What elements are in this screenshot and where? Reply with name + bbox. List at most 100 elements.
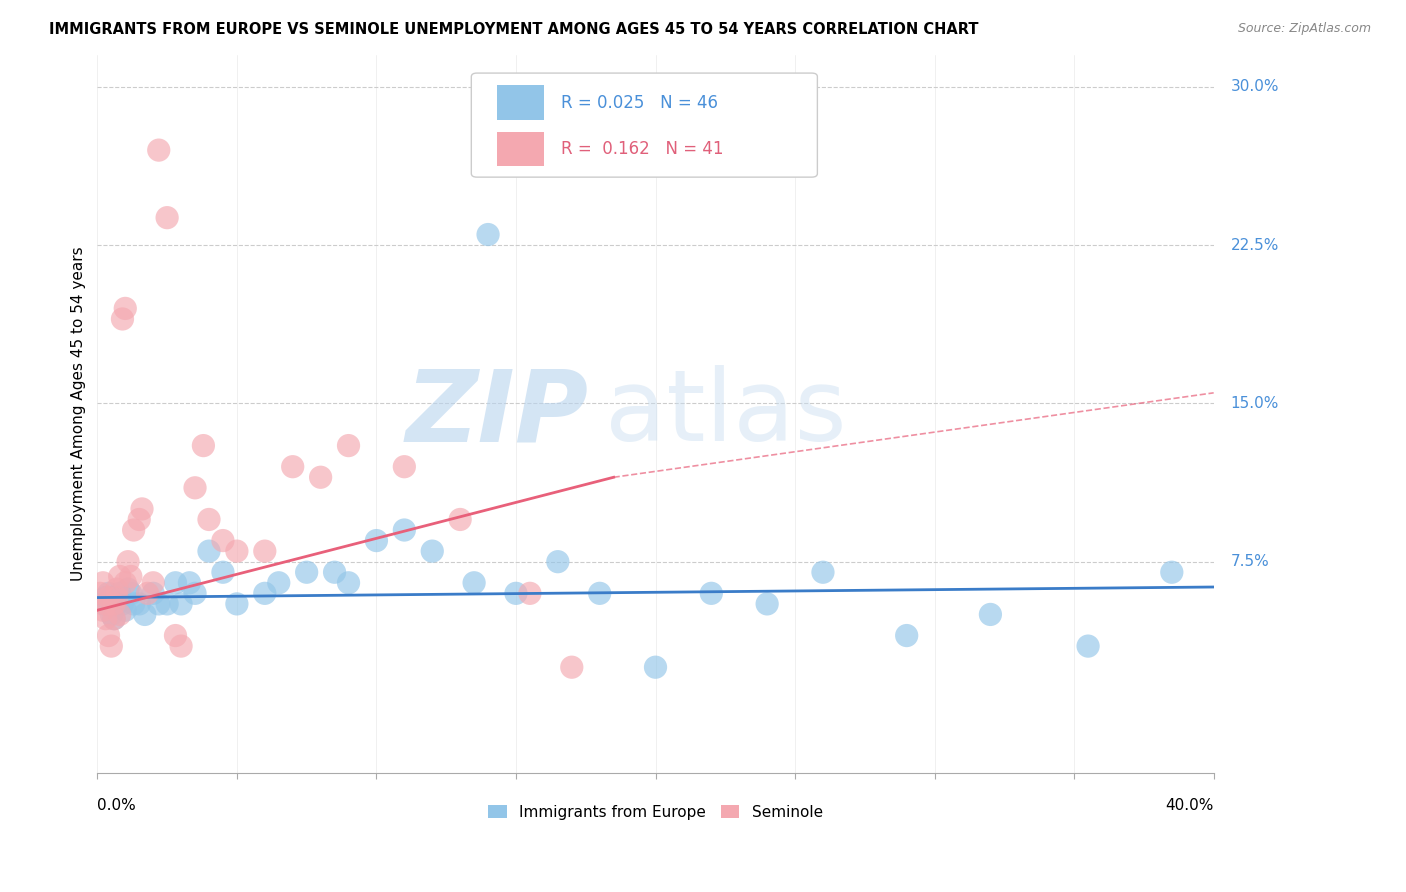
Text: Source: ZipAtlas.com: Source: ZipAtlas.com bbox=[1237, 22, 1371, 36]
Text: 0.0%: 0.0% bbox=[97, 798, 136, 814]
Text: 15.0%: 15.0% bbox=[1230, 396, 1279, 411]
Point bbox=[1077, 639, 1099, 653]
Point bbox=[212, 566, 235, 580]
Text: 30.0%: 30.0% bbox=[1230, 79, 1279, 95]
Point bbox=[156, 597, 179, 611]
Point bbox=[117, 582, 139, 596]
Point bbox=[337, 575, 360, 590]
Text: atlas: atlas bbox=[605, 366, 846, 462]
Point bbox=[120, 569, 142, 583]
Point bbox=[170, 639, 193, 653]
Point bbox=[519, 586, 541, 600]
Point bbox=[103, 612, 125, 626]
Point bbox=[100, 639, 122, 653]
Point bbox=[309, 470, 332, 484]
Point bbox=[198, 512, 221, 526]
Point bbox=[108, 569, 131, 583]
Point bbox=[122, 597, 145, 611]
Point bbox=[477, 227, 499, 242]
Point bbox=[131, 502, 153, 516]
Text: R = 0.025   N = 46: R = 0.025 N = 46 bbox=[561, 94, 717, 112]
Point bbox=[295, 566, 318, 580]
Point bbox=[142, 575, 165, 590]
Point bbox=[547, 555, 569, 569]
Point bbox=[94, 591, 117, 605]
Point bbox=[117, 555, 139, 569]
Point bbox=[193, 439, 215, 453]
Point bbox=[105, 582, 128, 596]
Point bbox=[94, 612, 117, 626]
Point bbox=[756, 597, 779, 611]
Point bbox=[97, 628, 120, 642]
Point bbox=[128, 512, 150, 526]
Point bbox=[589, 586, 612, 600]
Point bbox=[253, 544, 276, 558]
Point bbox=[91, 597, 114, 611]
Point bbox=[148, 597, 170, 611]
Point bbox=[323, 566, 346, 580]
Point bbox=[225, 544, 247, 558]
Point bbox=[103, 597, 125, 611]
Point bbox=[111, 312, 134, 326]
Point bbox=[337, 439, 360, 453]
Text: ZIP: ZIP bbox=[405, 366, 589, 462]
Point bbox=[449, 512, 471, 526]
Point bbox=[97, 586, 120, 600]
Point bbox=[366, 533, 388, 548]
Point bbox=[103, 612, 125, 626]
Point bbox=[148, 143, 170, 157]
Point bbox=[700, 586, 723, 600]
Point bbox=[225, 597, 247, 611]
Point bbox=[142, 586, 165, 600]
Point bbox=[100, 591, 122, 605]
Point bbox=[114, 603, 136, 617]
Point bbox=[114, 301, 136, 316]
Point bbox=[156, 211, 179, 225]
Bar bbox=[496, 132, 544, 167]
Point bbox=[267, 575, 290, 590]
Point bbox=[122, 523, 145, 537]
Point bbox=[212, 533, 235, 548]
Point bbox=[179, 575, 201, 590]
Text: R =  0.162   N = 41: R = 0.162 N = 41 bbox=[561, 140, 723, 158]
Point bbox=[1160, 566, 1182, 580]
Point bbox=[463, 575, 485, 590]
Point bbox=[394, 523, 416, 537]
Y-axis label: Unemployment Among Ages 45 to 54 years: Unemployment Among Ages 45 to 54 years bbox=[72, 246, 86, 582]
Text: 40.0%: 40.0% bbox=[1166, 798, 1213, 814]
Point bbox=[111, 597, 134, 611]
Text: IMMIGRANTS FROM EUROPE VS SEMINOLE UNEMPLOYMENT AMONG AGES 45 TO 54 YEARS CORREL: IMMIGRANTS FROM EUROPE VS SEMINOLE UNEMP… bbox=[49, 22, 979, 37]
Legend: Immigrants from Europe, Seminole: Immigrants from Europe, Seminole bbox=[482, 799, 828, 826]
Point bbox=[100, 607, 122, 622]
Point bbox=[394, 459, 416, 474]
Point bbox=[91, 575, 114, 590]
Text: 22.5%: 22.5% bbox=[1230, 237, 1279, 252]
Point bbox=[420, 544, 443, 558]
Text: 7.5%: 7.5% bbox=[1230, 554, 1270, 569]
Point bbox=[89, 586, 111, 600]
Point bbox=[134, 607, 156, 622]
Point bbox=[979, 607, 1001, 622]
Point bbox=[253, 586, 276, 600]
Point bbox=[505, 586, 527, 600]
Bar bbox=[496, 86, 544, 120]
Point bbox=[120, 586, 142, 600]
Point bbox=[97, 591, 120, 605]
Point bbox=[184, 586, 207, 600]
Point bbox=[561, 660, 583, 674]
Point bbox=[105, 597, 128, 611]
Point bbox=[105, 591, 128, 605]
Point bbox=[108, 607, 131, 622]
Point bbox=[136, 586, 159, 600]
Point bbox=[108, 586, 131, 600]
Point bbox=[896, 628, 918, 642]
Point bbox=[114, 575, 136, 590]
Point bbox=[94, 597, 117, 611]
Point bbox=[644, 660, 666, 674]
Point bbox=[165, 575, 187, 590]
Point bbox=[184, 481, 207, 495]
Point bbox=[811, 566, 834, 580]
Point bbox=[165, 628, 187, 642]
Point bbox=[128, 597, 150, 611]
Point bbox=[91, 603, 114, 617]
